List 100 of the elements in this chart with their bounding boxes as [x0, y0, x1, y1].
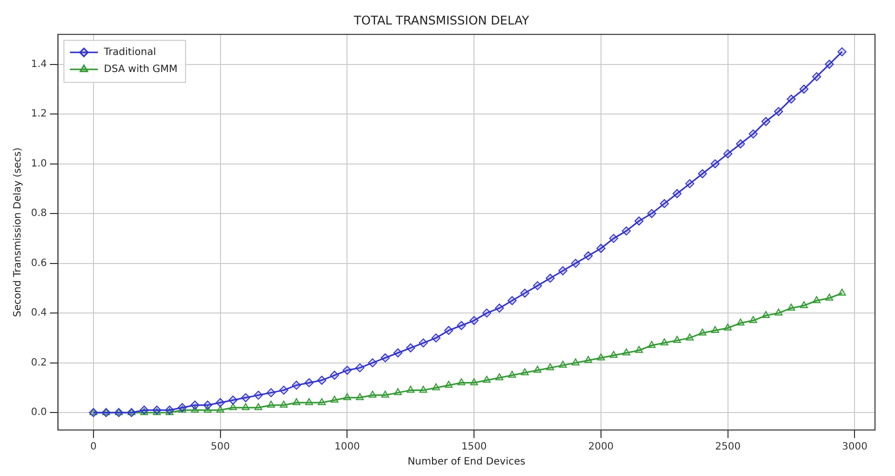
point	[799, 84, 808, 94]
point	[508, 296, 517, 306]
point	[774, 107, 784, 116]
legend-label: Traditional	[102, 46, 156, 58]
point	[838, 47, 847, 56]
point	[660, 338, 668, 346]
point	[432, 333, 440, 342]
point	[685, 179, 694, 188]
y-tick-label: 1.4	[30, 58, 47, 70]
x-tick-label: 2000	[588, 442, 614, 453]
point	[494, 304, 504, 313]
point	[229, 403, 237, 410]
x-tick-label: 1000	[334, 442, 360, 453]
point	[381, 390, 390, 398]
point	[280, 400, 288, 408]
point	[279, 386, 288, 395]
point	[673, 336, 682, 343]
point	[824, 60, 834, 69]
y-tick-label: 0.0	[30, 407, 47, 418]
point	[368, 358, 378, 368]
point	[672, 189, 682, 198]
point	[393, 348, 402, 358]
point	[241, 393, 250, 402]
point	[190, 400, 200, 410]
point	[723, 149, 732, 158]
point	[444, 326, 454, 335]
point	[710, 159, 720, 168]
point	[584, 251, 593, 260]
point	[774, 308, 783, 316]
point	[482, 376, 491, 383]
point	[317, 376, 326, 385]
point	[432, 383, 440, 390]
point	[812, 296, 821, 304]
y-tick-label: 0.8	[30, 208, 47, 220]
y-tick-label: 1.0	[30, 158, 47, 170]
point	[406, 343, 416, 352]
point	[761, 116, 770, 126]
point	[216, 398, 225, 408]
point	[786, 94, 796, 104]
point	[305, 398, 314, 406]
point	[572, 358, 580, 366]
point	[736, 139, 746, 148]
point	[394, 388, 402, 396]
point	[254, 390, 263, 400]
point	[292, 398, 300, 406]
point	[635, 346, 643, 353]
point	[470, 378, 478, 386]
point	[228, 396, 238, 405]
x-axis-title: Number of End Devices	[408, 456, 526, 468]
point	[368, 390, 377, 398]
x-tick-label: 0	[90, 442, 97, 453]
point	[457, 378, 466, 386]
point	[724, 323, 732, 330]
point	[749, 316, 758, 324]
point	[609, 234, 618, 243]
point	[318, 398, 326, 406]
point	[355, 363, 364, 372]
point	[812, 72, 822, 82]
point	[622, 348, 630, 356]
point	[495, 373, 504, 380]
x-tick-label: 2500	[715, 442, 741, 453]
point	[596, 353, 605, 360]
point	[546, 274, 555, 283]
x-tick-label: 1500	[461, 442, 487, 453]
chart-title: TOTAL TRANSMISSION DELAY	[352, 13, 530, 28]
point	[482, 308, 492, 318]
point	[622, 226, 631, 236]
point	[533, 281, 542, 290]
point	[356, 393, 364, 400]
point	[596, 244, 606, 253]
point	[267, 400, 276, 408]
point	[216, 406, 224, 413]
point	[406, 386, 415, 393]
point	[647, 209, 656, 218]
y-tick-label: 0.6	[30, 258, 47, 269]
point	[711, 326, 720, 333]
point	[419, 386, 428, 393]
point	[825, 294, 834, 301]
y-axis-title: Second Transmission Delay (secs)	[12, 147, 24, 317]
point	[203, 400, 212, 410]
y-tick-label: 0.4	[30, 308, 47, 319]
point	[520, 368, 529, 376]
point	[343, 393, 352, 400]
x-tick-label: 3000	[842, 442, 868, 453]
point	[634, 216, 644, 226]
point	[698, 169, 707, 178]
point	[787, 304, 796, 311]
point	[456, 321, 466, 330]
point	[584, 356, 592, 363]
y-tick-label: 1.2	[30, 108, 47, 120]
point	[508, 370, 516, 378]
point	[470, 316, 479, 326]
point	[660, 199, 669, 208]
point	[762, 311, 770, 318]
point	[242, 403, 250, 410]
legend-label: DSA with GMM	[104, 64, 178, 75]
point	[380, 353, 390, 362]
point	[266, 388, 276, 398]
point	[254, 403, 262, 410]
point	[546, 363, 554, 370]
